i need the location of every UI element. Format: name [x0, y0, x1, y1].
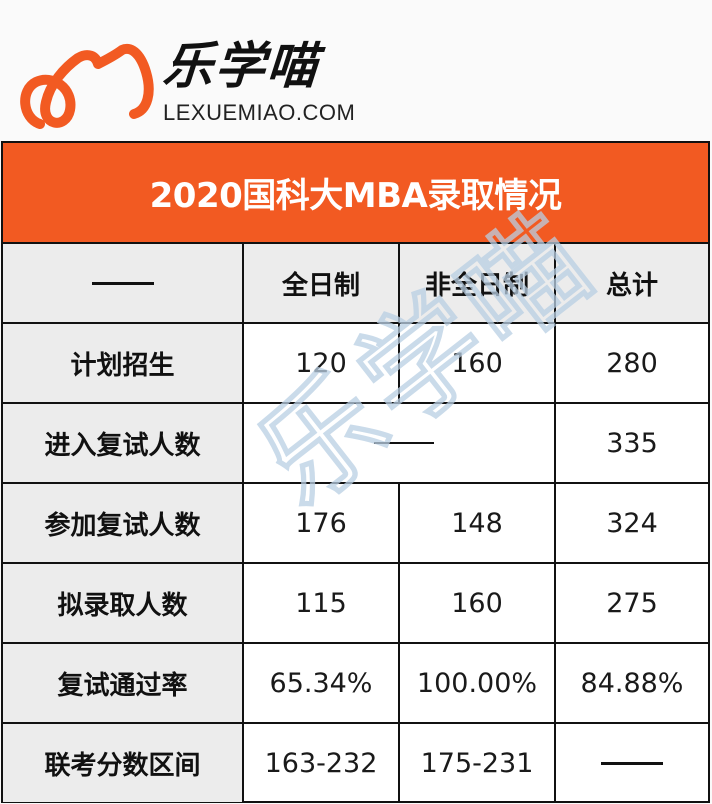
table-title-bar: 2020国科大MBA录取情况: [3, 143, 708, 244]
cell-total-empty: [556, 724, 708, 802]
cell-full-time: 115: [244, 564, 400, 642]
row-label: 进入复试人数: [3, 404, 244, 482]
cell-part-time: 175-231: [400, 724, 556, 802]
table-grid: 全日制 非全日制 总计 计划招生 120 160 280 进入复试人数 335 …: [3, 244, 708, 802]
cell-part-time: 160: [400, 564, 556, 642]
cell-total: 324: [606, 507, 658, 539]
row-label: 参加复试人数: [3, 484, 244, 562]
table-row: 进入复试人数 335: [3, 404, 708, 484]
brand-url: LEXUEMIAO.COM: [163, 100, 356, 125]
admission-table: 2020国科大MBA录取情况 全日制 非全日制 总计 计划招生 120 160 …: [1, 141, 710, 803]
brand-name: 乐学喵: [160, 37, 322, 95]
cell-full-time: 176: [244, 484, 400, 562]
dash-placeholder: [601, 761, 663, 765]
row-label: 联考分数区间: [3, 724, 244, 802]
header-total: 总计: [556, 244, 708, 322]
row-label: 拟录取人数: [3, 564, 244, 642]
cat-ears-logo-icon: [20, 43, 154, 129]
cell-total: 275: [606, 587, 658, 619]
table-row: 复试通过率 65.34% 100.00% 84.88%: [3, 644, 708, 724]
table-row: 联考分数区间 163-232 175-231: [3, 724, 708, 802]
header-full-time: 全日制: [244, 244, 400, 322]
cell-total: 84.88%: [580, 667, 684, 699]
header-corner-cell: [3, 244, 244, 322]
table-header-row: 全日制 非全日制 总计: [3, 244, 708, 324]
table-row: 计划招生 120 160 280: [3, 324, 708, 404]
header-part-time: 非全日制: [400, 244, 556, 322]
logo-header: 乐学喵 LEXUEMIAO.COM: [0, 0, 712, 140]
dash-placeholder: [91, 281, 154, 285]
cell-total: 280: [606, 347, 658, 379]
row-label: 复试通过率: [3, 644, 244, 722]
cell-part-time: 100.00%: [400, 644, 556, 722]
table-title: 2020国科大MBA录取情况: [149, 176, 562, 216]
cell-total: 335: [606, 427, 658, 459]
cell-merged-empty: [244, 404, 556, 482]
row-label: 计划招生: [3, 324, 244, 402]
table-row: 参加复试人数 176 148 324: [3, 484, 708, 564]
cell-part-time: 148: [400, 484, 556, 562]
table-row: 拟录取人数 115 160 275: [3, 564, 708, 644]
cell-full-time: 163-232: [244, 724, 400, 802]
dash-placeholder: [374, 442, 434, 444]
cell-full-time: 65.34%: [244, 644, 400, 722]
cell-part-time: 160: [400, 324, 556, 402]
cell-full-time: 120: [244, 324, 400, 402]
